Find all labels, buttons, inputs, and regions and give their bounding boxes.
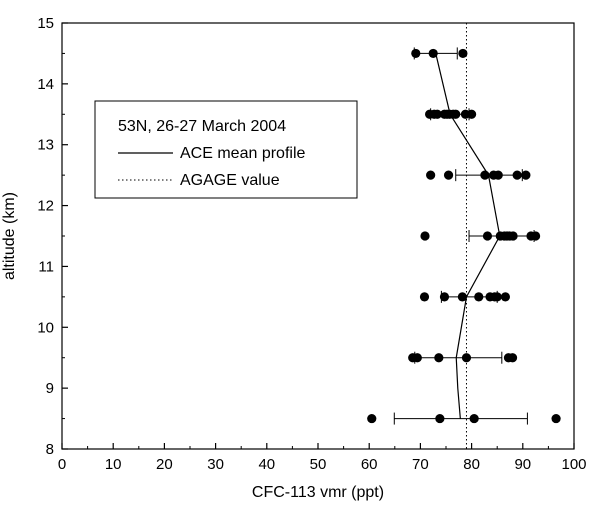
data-point	[493, 170, 503, 180]
data-point	[531, 231, 541, 241]
data-point	[435, 413, 445, 424]
data-point	[457, 292, 467, 302]
data-point	[474, 292, 484, 302]
data-point	[458, 48, 468, 59]
data-point	[507, 353, 518, 363]
x-axis-title: CFC-113 vmr (ppt)	[252, 484, 384, 501]
legend-box	[94, 100, 358, 199]
x-tick-label: 60	[361, 456, 378, 473]
x-tick-label: 70	[412, 456, 429, 473]
y-tick-label: 11	[38, 258, 54, 275]
data-point	[480, 170, 490, 180]
data-point	[461, 353, 472, 363]
legend-label-mean-profile: ACE mean profile	[180, 145, 305, 162]
y-tick-label: 13	[37, 137, 54, 154]
data-point	[420, 231, 430, 241]
y-axis-title: altitude (km)	[1, 192, 18, 280]
data-point	[434, 353, 444, 363]
x-tick-label: 20	[156, 456, 173, 473]
data-point	[411, 48, 421, 59]
legend: 53N, 26-27 March 2004 ACE mean profile A…	[94, 100, 358, 199]
x-tick-label: 90	[514, 456, 531, 473]
data-point	[443, 170, 454, 180]
data-point	[482, 231, 493, 241]
data-point	[439, 292, 450, 302]
x-tick-label: 30	[207, 456, 224, 473]
ticks-layer: 0 10 20 30 40 50 60 70 80 90 100 8 9 10 11 12 13 14 15	[37, 15, 586, 473]
x-tick-label: 0	[58, 456, 66, 473]
y-tick-label: 12	[37, 198, 54, 215]
data-point	[512, 170, 522, 180]
data-point	[492, 292, 502, 302]
x-tick-label: 10	[105, 456, 122, 473]
legend-title: 53N, 26-27 March 2004	[118, 118, 286, 135]
data-point	[467, 109, 477, 119]
points-layer	[367, 48, 561, 424]
y-tick-label: 8	[46, 441, 54, 458]
data-point	[367, 413, 377, 424]
ace-mean-profile-line	[435, 53, 501, 419]
legend-label-agage: AGAGE value	[180, 172, 280, 189]
x-tick-label: 80	[463, 456, 480, 473]
data-point	[469, 413, 479, 424]
y-tick-label: 9	[46, 380, 54, 397]
data-point	[428, 48, 438, 59]
data-point	[451, 109, 461, 119]
data-point	[412, 353, 422, 363]
data-point	[432, 109, 442, 119]
y-tick-label: 14	[37, 76, 54, 93]
x-tick-label: 40	[258, 456, 275, 473]
data-point	[521, 170, 531, 180]
data-point	[419, 292, 430, 302]
data-point	[551, 413, 561, 424]
y-tick-label: 15	[37, 15, 54, 32]
y-tick-label: 10	[37, 319, 54, 336]
x-tick-label: 50	[310, 456, 327, 473]
data-point	[500, 292, 510, 302]
data-point	[508, 231, 518, 241]
data-point	[426, 170, 436, 180]
x-tick-label: 100	[561, 456, 586, 473]
